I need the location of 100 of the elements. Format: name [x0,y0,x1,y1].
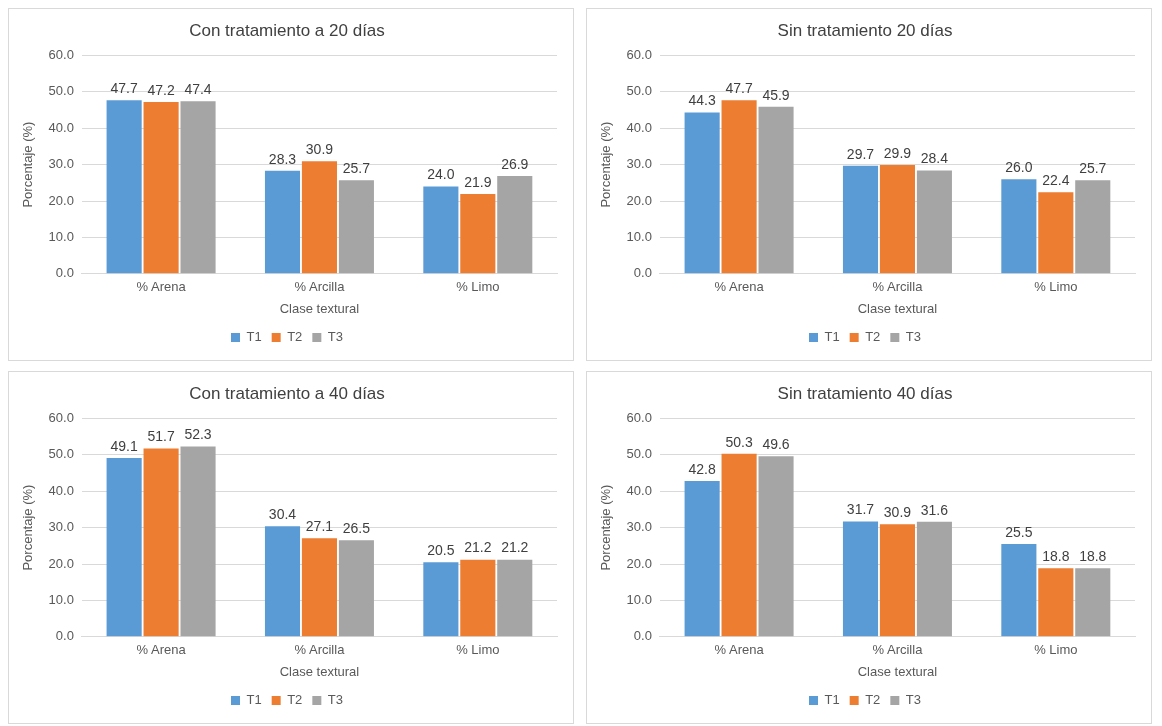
data-label: 29.9 [883,144,912,161]
y-tick-label: 40.0 [626,119,652,135]
data-label: 49.1 [110,437,138,454]
data-label: 29.7 [846,145,875,162]
data-label: 26.5 [342,520,371,537]
y-tick-label: 60.0 [48,46,74,62]
y-tick-label: 20.0 [48,555,74,571]
legend-label: T1 [246,329,262,345]
data-label: 28.3 [268,150,297,167]
bar [1038,192,1074,274]
y-tick-label: 30.0 [626,519,652,535]
legend-label: T3 [905,329,922,345]
legend-label: T2 [865,692,881,708]
y-tick-label: 10.0 [626,228,652,244]
y-tick-label: 30.0 [48,519,74,535]
y-axis-title: Porcentaje (%) [20,484,36,571]
bar [1001,179,1037,274]
bar [338,540,374,637]
y-axis-title: Porcentaje (%) [20,121,36,208]
data-label: 30.4 [268,506,297,522]
bar [684,112,720,274]
x-tick-label: % Arcilla [294,279,346,295]
y-tick-label: 0.0 [55,628,74,644]
y-tick-label: 30.0 [626,156,652,172]
y-tick-label: 50.0 [626,446,652,462]
y-tick-label: 10.0 [626,591,652,607]
legend-label: T2 [865,329,881,345]
y-tick-label: 60.0 [48,409,74,425]
x-tick-label: % Limo [1034,642,1078,658]
legend-label: T2 [287,329,303,345]
legend-label: T2 [287,692,303,708]
bar [423,186,459,274]
bar [1075,180,1111,274]
data-label: 30.9 [305,141,334,158]
data-label: 27.1 [305,518,334,535]
x-tick-label: % Arena [136,279,187,295]
bar [842,165,879,274]
x-tick-label: % Arcilla [872,279,924,295]
x-tick-label: % Arcilla [294,642,346,658]
data-label: 28.4 [920,150,949,167]
data-label: 22.4 [1042,172,1070,189]
chart-title: Con tratamiento a 40 días [189,383,385,403]
bar [1075,568,1111,637]
bar [758,106,794,274]
bar [842,521,879,637]
y-tick-label: 50.0 [48,446,74,462]
x-tick-label: % Arcilla [872,642,924,658]
y-tick-label: 40.0 [626,482,652,498]
y-tick-label: 0.0 [633,265,652,281]
bar [1001,543,1037,637]
data-label: 31.6 [920,501,949,518]
data-label: 25.5 [1005,523,1033,540]
x-axis-title: Clase textural [279,663,360,679]
y-tick-label: 20.0 [48,192,74,208]
bar [106,458,142,637]
data-label: 26.9 [501,155,529,172]
bar [301,161,337,274]
data-label: 51.7 [147,428,175,445]
bar [423,562,459,637]
bar [879,524,915,637]
y-tick-label: 60.0 [626,46,652,62]
data-label: 20.5 [427,542,455,559]
x-axis-title: Clase textural [857,663,938,679]
bar [497,175,533,274]
legend-label: T3 [327,329,344,345]
y-tick-label: 30.0 [48,156,74,172]
x-tick-label: % Arena [714,279,765,295]
bar [916,521,952,637]
data-label: 26.0 [1005,159,1033,176]
bar [721,100,757,274]
bar [106,100,142,274]
data-label: 44.3 [688,92,716,109]
bar [460,559,496,637]
legend-label: T3 [905,692,922,708]
data-label: 18.8 [1042,548,1070,565]
y-tick-label: 50.0 [48,83,74,99]
x-tick-label: % Limo [456,279,500,295]
data-label: 21.2 [501,539,529,556]
chart-title: Sin tratamiento 40 días [777,383,953,403]
bar [758,456,794,637]
data-label: 47.2 [147,81,175,98]
data-label: 45.9 [762,86,790,103]
data-label: 21.9 [464,173,492,190]
x-tick-label: % Arena [714,642,765,658]
data-label: 52.3 [184,426,212,443]
data-label: 47.7 [110,80,138,97]
y-tick-label: 40.0 [48,119,74,135]
y-axis-title: Porcentaje (%) [598,484,614,571]
bar [180,101,216,274]
chart-title: Con tratamiento a 20 días [189,20,385,40]
y-tick-label: 10.0 [48,228,74,244]
y-tick-label: 40.0 [48,482,74,498]
bar [264,526,301,637]
bar [460,194,496,274]
bar [684,481,720,637]
legend-label: T1 [824,329,840,345]
x-tick-label: % Limo [456,642,500,658]
x-tick-label: % Limo [1034,279,1078,295]
data-label: 30.9 [883,504,912,521]
data-label: 47.7 [725,80,753,97]
